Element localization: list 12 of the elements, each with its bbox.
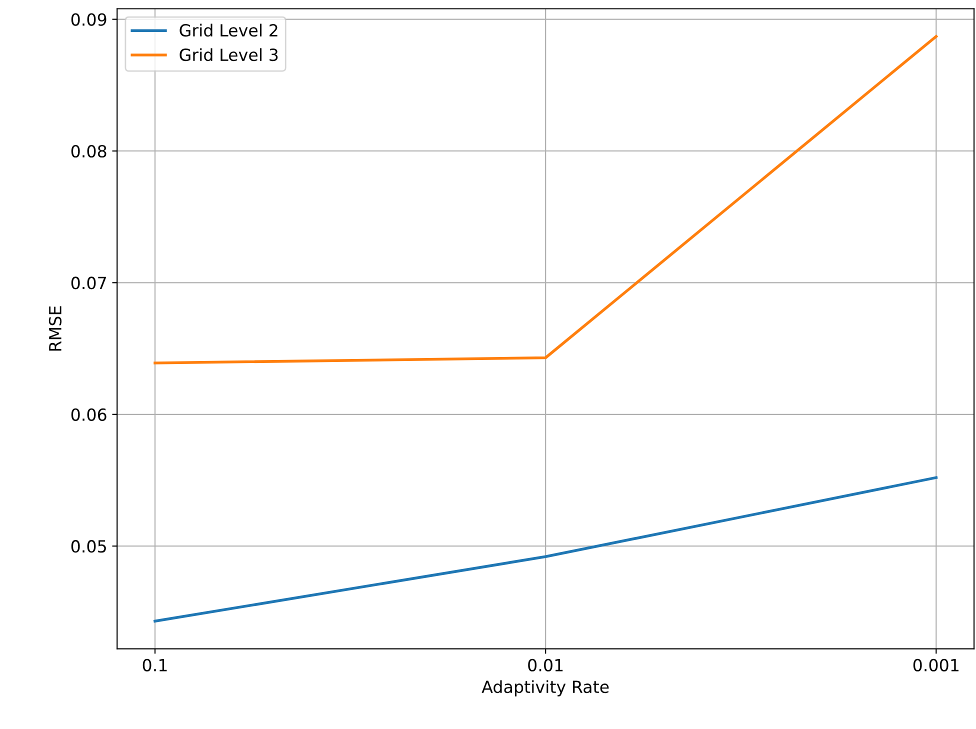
legend-label: Grid Level 3	[180, 48, 278, 62]
x-tick-label: 0.001	[913, 658, 958, 672]
legend-label: Grid Level 2	[180, 24, 278, 37]
x-tick-label: 0.01	[528, 658, 563, 672]
y-tick-label: 0.09	[71, 13, 106, 26]
y-axis-title: RMSE	[48, 306, 62, 351]
y-tick-label: 0.08	[71, 144, 106, 158]
y-tick-label: 0.05	[71, 540, 106, 553]
x-axis-title: Adaptivity Rate	[482, 680, 609, 696]
x-tick-label: 0.1	[142, 658, 167, 672]
y-tick-label: 0.06	[71, 408, 106, 421]
y-tick-label: 0.07	[71, 276, 106, 290]
